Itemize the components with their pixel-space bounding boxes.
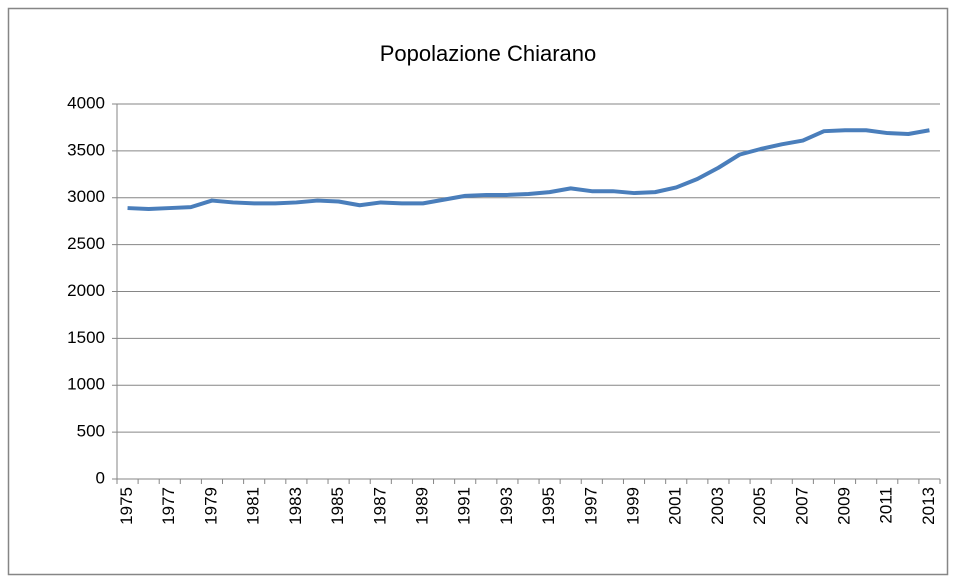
y-tick-label: 2500 xyxy=(67,234,105,253)
x-tick-label: 1999 xyxy=(623,487,642,525)
y-tick-label: 4000 xyxy=(67,93,105,112)
x-tick-label: 1991 xyxy=(455,487,474,525)
x-tick-label: 1977 xyxy=(159,487,178,525)
y-tick-label: 0 xyxy=(96,468,105,487)
y-tick-label: 1500 xyxy=(67,328,105,347)
x-tick-label: 2011 xyxy=(877,487,896,524)
x-tick-label: 1983 xyxy=(286,487,305,525)
x-tick-label: 1997 xyxy=(581,487,600,525)
x-tick-label: 1989 xyxy=(412,487,431,525)
chart-title: Popolazione Chiarano xyxy=(380,41,597,66)
x-tick-label: 2009 xyxy=(835,487,854,525)
x-tick-label: 2005 xyxy=(750,487,769,525)
x-tick-label: 1981 xyxy=(244,487,263,525)
y-tick-label: 3000 xyxy=(67,187,105,206)
x-tick-label: 2013 xyxy=(919,487,938,525)
x-tick-label: 1995 xyxy=(539,487,558,525)
x-tick-label: 1975 xyxy=(117,487,136,525)
y-tick-label: 2000 xyxy=(67,281,105,300)
x-tick-label: 1987 xyxy=(370,487,389,525)
x-tick-label: 1985 xyxy=(328,487,347,525)
x-tick-label: 1979 xyxy=(201,487,220,525)
x-tick-label: 1993 xyxy=(497,487,516,525)
y-tick-label: 500 xyxy=(77,422,105,441)
x-tick-label: 2001 xyxy=(666,487,685,525)
y-tick-label: 1000 xyxy=(67,375,105,394)
data-line xyxy=(127,128,930,211)
y-tick-label: 3500 xyxy=(67,140,105,159)
x-tick-label: 2003 xyxy=(708,487,727,525)
x-tick-label: 2007 xyxy=(792,487,811,525)
